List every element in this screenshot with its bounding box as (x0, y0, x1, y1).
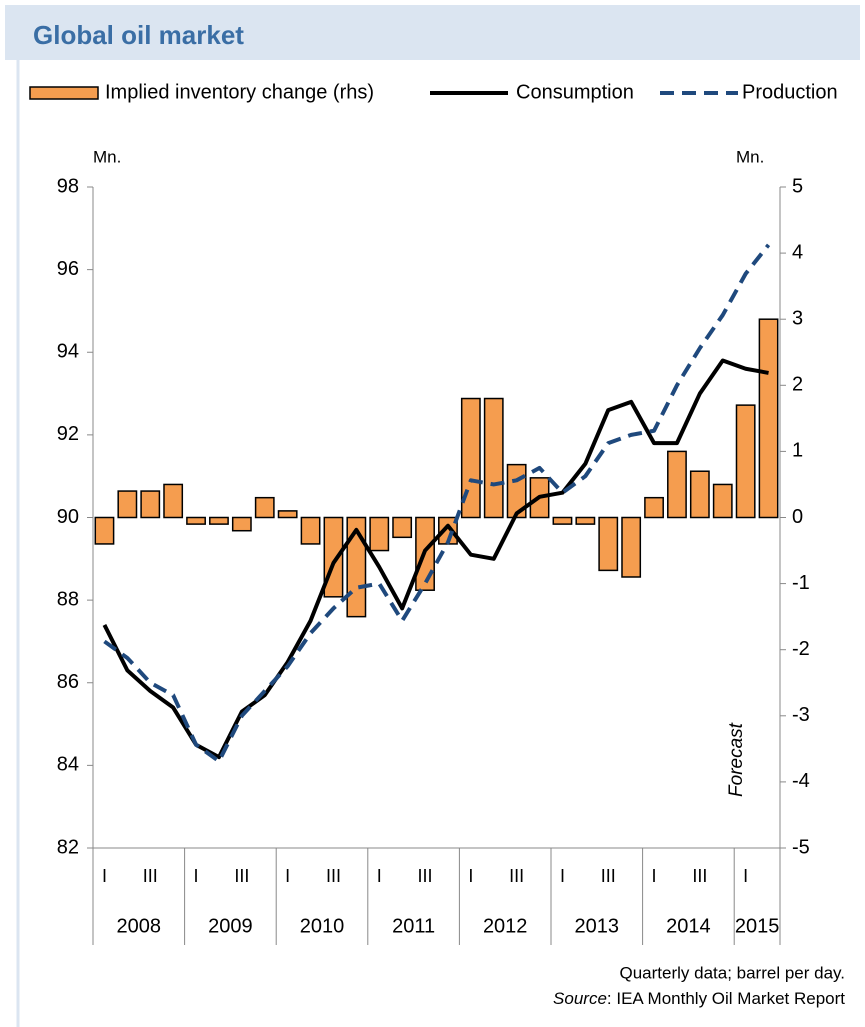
legend-swatch (29, 86, 99, 100)
bar (712, 483, 733, 519)
year-label: 2014 (666, 915, 711, 937)
y2-tick-label: -3 (792, 704, 810, 726)
bar (735, 404, 756, 519)
x-tick-label: III (326, 866, 341, 886)
legend-label: Production (742, 81, 838, 103)
y-tick-label: 84 (57, 754, 79, 776)
x-tick-label: III (601, 866, 616, 886)
year-label: 2012 (483, 915, 528, 937)
bar (758, 318, 779, 519)
year-label: 2008 (117, 915, 162, 937)
y-tick-label: 86 (57, 671, 79, 693)
x-tick-label: III (509, 866, 524, 886)
y2-tick-label: -2 (792, 638, 810, 660)
bar (369, 516, 390, 552)
bar (254, 496, 275, 519)
y-tick-label: 82 (57, 836, 79, 858)
y-tick-label: 90 (57, 506, 79, 528)
bar (94, 516, 115, 545)
y-tick-label: 88 (57, 588, 79, 610)
y2-tick-label: -1 (792, 572, 810, 594)
x-tick-label: I (468, 866, 473, 886)
y-unit: Mn. (93, 147, 121, 166)
bar (483, 397, 504, 519)
line (102, 358, 769, 760)
year-label: 2015 (735, 915, 780, 937)
y2-tick-label: 5 (792, 175, 803, 197)
year-label: 2010 (300, 915, 345, 937)
bar (689, 470, 710, 519)
y2-unit: Mn. (736, 147, 764, 166)
y2-tick-label: 1 (792, 440, 803, 462)
chart-title: Global oil market (33, 20, 244, 50)
legend-label: Consumption (516, 81, 634, 103)
bar (644, 496, 664, 519)
x-tick-label: I (285, 866, 290, 886)
y2-tick-label: -4 (792, 770, 810, 792)
year-label: 2009 (208, 915, 253, 937)
year-label: 2011 (392, 915, 435, 937)
x-tick-label: I (560, 866, 565, 886)
x-tick-label: III (692, 866, 707, 886)
bar (140, 490, 161, 519)
x-tick-label: I (652, 866, 657, 886)
annotation: Forecast (726, 722, 747, 797)
source-label: Source (553, 989, 607, 1008)
y2-tick-label: 0 (792, 506, 803, 528)
note: Quarterly data; barrel per day. (619, 963, 845, 982)
bar (552, 516, 573, 525)
y-tick-label: 96 (57, 258, 79, 280)
bar (598, 516, 619, 572)
y-tick-label: 92 (57, 423, 79, 445)
bar (163, 483, 184, 519)
x-tick-label: I (377, 866, 382, 886)
source-text: : IEA Monthly Oil Market Report (607, 989, 845, 1008)
bar (392, 516, 413, 539)
y2-tick-label: 4 (792, 241, 803, 263)
bar (186, 516, 206, 525)
line (103, 243, 771, 764)
y2-tick-label: 3 (792, 307, 803, 329)
x-tick-label: I (194, 866, 199, 886)
x-tick-label: I (102, 866, 107, 886)
y2-tick-label: 2 (792, 374, 803, 396)
bar (667, 450, 687, 519)
x-tick-label: III (234, 866, 249, 886)
bar (231, 516, 252, 532)
x-tick-label: III (143, 866, 158, 886)
bar (575, 516, 596, 525)
y-tick-label: 98 (57, 175, 79, 197)
legend-label: Implied inventory change (rhs) (105, 81, 374, 103)
header-band (5, 5, 860, 60)
bar (117, 490, 138, 519)
source: Source: IEA Monthly Oil Market Report (553, 989, 845, 1008)
y2-tick-label: -5 (792, 836, 810, 858)
bar (277, 510, 298, 519)
y-tick-label: 94 (57, 341, 79, 363)
bar (621, 516, 642, 578)
bar (460, 397, 481, 519)
bar (300, 516, 321, 545)
x-tick-label: III (418, 866, 433, 886)
year-label: 2013 (575, 915, 620, 937)
x-tick-label: I (743, 866, 748, 886)
bar (209, 516, 229, 525)
